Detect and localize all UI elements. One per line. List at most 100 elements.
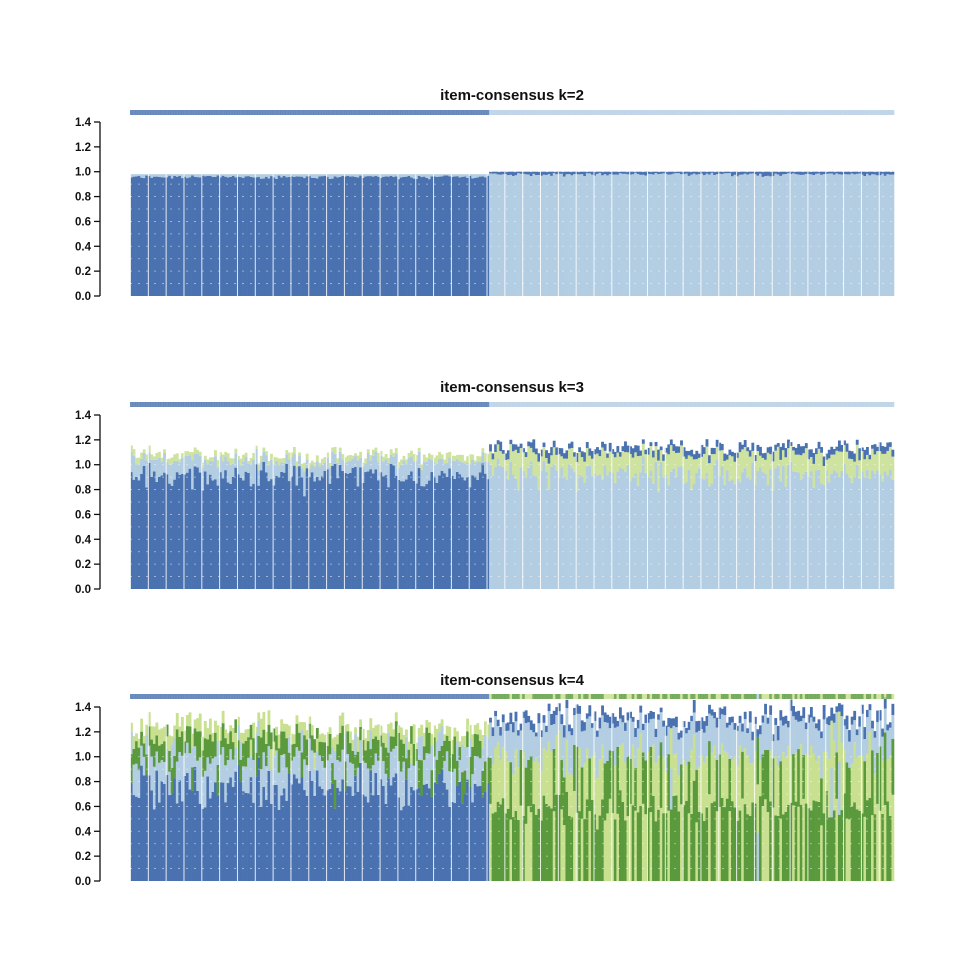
bar-segment-cluster-1	[878, 171, 882, 176]
bar-segment-cluster-2	[534, 476, 538, 589]
bar-segment-cluster-3	[186, 714, 189, 727]
bar-segment-cluster-1	[305, 176, 309, 296]
strip-cell	[578, 402, 582, 407]
bar-segment-cluster-2	[494, 466, 498, 589]
bar-segment-cluster-4	[315, 728, 319, 739]
bar-segment-cluster-3	[326, 732, 329, 746]
strip-cell	[282, 402, 286, 407]
bar-segment-cluster-3	[873, 454, 877, 475]
bar-segment-cluster-3	[697, 766, 701, 812]
bar-segment-cluster-2	[214, 456, 217, 480]
bar-segment-cluster-1	[621, 446, 625, 452]
bar-segment-cluster-3	[832, 740, 836, 811]
bar-gap	[468, 454, 470, 589]
bar-segment-cluster-1	[634, 171, 638, 173]
bar-segment-cluster-1	[575, 453, 579, 463]
strip-cell	[491, 694, 495, 699]
bar-segment-cluster-1	[710, 709, 714, 716]
bar-segment-cluster-3	[596, 778, 599, 830]
bar-segment-cluster-2	[239, 174, 243, 178]
bar-segment-cluster-1	[473, 783, 477, 881]
bar-segment-cluster-2	[881, 481, 885, 589]
bar-segment-cluster-3	[746, 754, 750, 815]
bar-segment-cluster-3	[636, 456, 640, 486]
bar-segment-cluster-3	[641, 803, 645, 881]
strip-cell	[738, 110, 742, 115]
strip-cell	[417, 402, 421, 407]
strip-cell	[771, 110, 775, 115]
bar-segment-cluster-3	[458, 454, 462, 462]
bar-segment-cluster-2	[746, 476, 750, 589]
strip-cell	[878, 402, 882, 407]
bar-segment-cluster-1	[537, 453, 541, 462]
bar-segment-cluster-1	[382, 785, 385, 881]
bar-segment-cluster-2	[817, 469, 821, 589]
bar-segment-cluster-2	[733, 484, 737, 589]
bar-segment-cluster-1	[290, 176, 294, 296]
bar-segment-cluster-2	[776, 740, 780, 766]
bar-segment-cluster-2	[422, 174, 426, 177]
strip-cell	[420, 694, 424, 699]
bar-segment-cluster-1	[708, 704, 711, 714]
bar-segment-cluster-2	[646, 722, 650, 752]
bar-segment-cluster-3	[713, 745, 717, 802]
strip-cell	[247, 110, 250, 115]
strip-cell	[593, 402, 597, 407]
bar-segment-cluster-2	[231, 463, 235, 477]
bar-segment-cluster-2	[402, 174, 406, 177]
bar-segment-cluster-1	[285, 177, 289, 296]
strip-cell	[843, 110, 846, 115]
bar-segment-cluster-2	[323, 462, 327, 471]
strip-cell	[764, 402, 767, 407]
bar-segment-cluster-4	[318, 741, 322, 756]
bar-segment-cluster-2	[669, 174, 673, 296]
strip-cell	[797, 110, 801, 115]
bar-segment-cluster-3	[252, 453, 256, 460]
bar-segment-cluster-2	[461, 744, 464, 773]
bar-segment-cluster-1	[369, 176, 373, 296]
bar-segment-cluster-3	[275, 457, 279, 461]
bar-segment-cluster-2	[672, 725, 676, 755]
bar-segment-cluster-2	[629, 481, 632, 589]
bar-segment-cluster-3	[603, 820, 607, 881]
strip-cell	[412, 694, 416, 699]
bar-segment-cluster-2	[738, 174, 742, 296]
bar-segment-cluster-3	[542, 748, 546, 796]
bar-gap	[219, 452, 221, 589]
strip-cell	[351, 110, 355, 115]
bar-segment-cluster-1	[483, 177, 487, 296]
bar-segment-cluster-3	[277, 734, 281, 749]
bar-segment-cluster-4	[473, 734, 477, 757]
bar-segment-cluster-2	[573, 715, 576, 745]
bar-segment-cluster-2	[343, 174, 347, 177]
bar-segment-cluster-3	[354, 453, 357, 457]
bar-segment-cluster-3	[142, 449, 146, 453]
bar-segment-cluster-1	[234, 177, 238, 296]
bar-segment-cluster-3	[422, 454, 426, 462]
bar-segment-cluster-1	[855, 171, 859, 174]
chart-title: item-consensus k=2	[440, 87, 584, 104]
bar-segment-cluster-2	[384, 459, 388, 476]
bar-segment-cluster-2	[242, 174, 245, 178]
strip-cell	[820, 110, 823, 115]
bar-segment-cluster-1	[815, 448, 818, 455]
strip-cell	[613, 402, 617, 407]
bar-segment-cluster-3	[290, 733, 294, 745]
strip-cell	[710, 694, 714, 699]
bar-segment-cluster-1	[815, 723, 818, 729]
bar-segment-cluster-1	[644, 449, 648, 455]
bar-segment-cluster-1	[741, 723, 745, 732]
bar-segment-cluster-4	[478, 740, 482, 759]
bar-segment-cluster-1	[142, 775, 146, 881]
strip-cell	[135, 402, 138, 407]
bar-gap	[361, 729, 363, 881]
bar-segment-cluster-3	[807, 459, 811, 477]
bar-segment-cluster-2	[321, 174, 324, 177]
bar-segment-cluster-1	[669, 171, 673, 175]
bar-segment-cluster-2	[489, 722, 492, 758]
strip-cell	[629, 402, 632, 407]
bar-segment-cluster-4	[412, 743, 416, 766]
bar-segment-cluster-2	[624, 173, 627, 296]
strip-cell	[259, 694, 263, 699]
strip-cell	[764, 694, 767, 699]
